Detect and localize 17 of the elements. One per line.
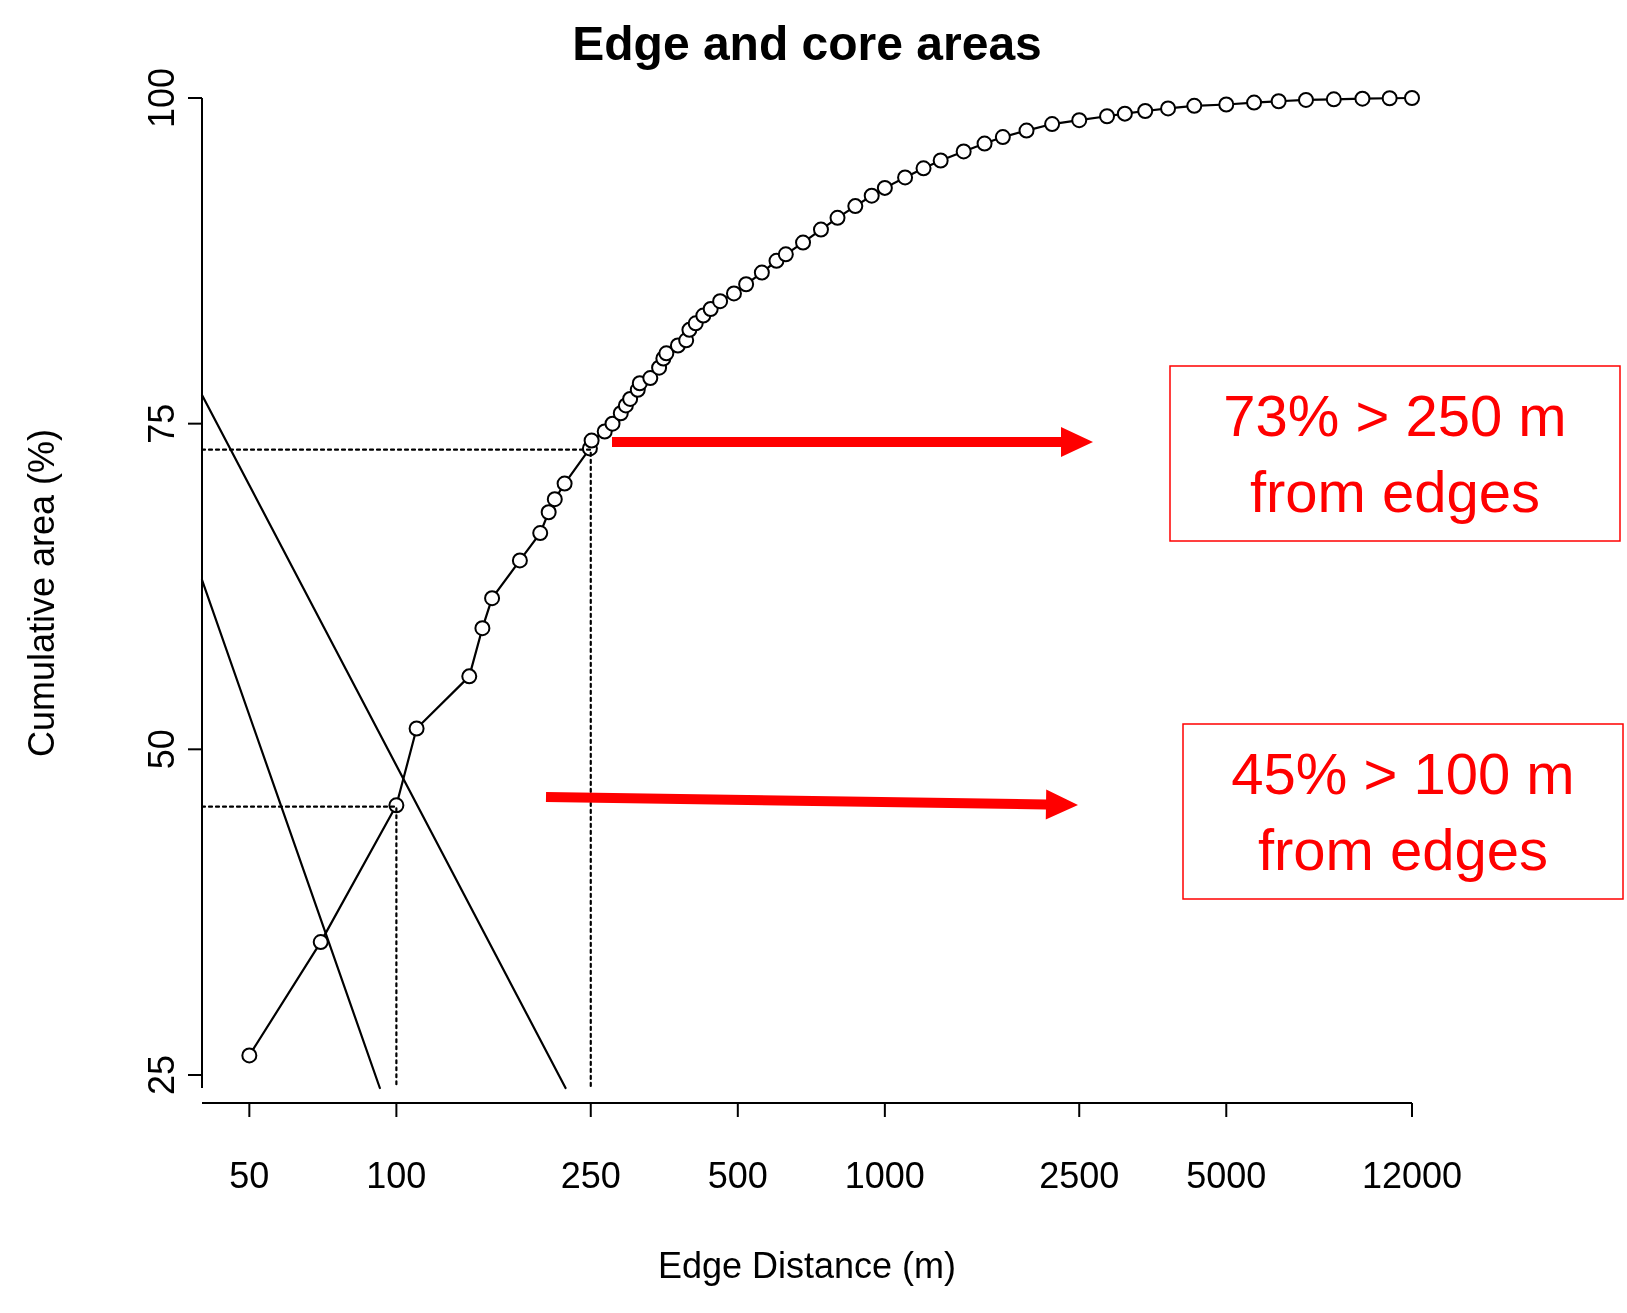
x-tick-label: 12000 [1361,1155,1463,1196]
x-tick-label: 250 [560,1155,621,1196]
annotation: 45% > 100 m from edges [1231,741,1575,882]
x-tick-label: 2500 [1039,1155,1120,1196]
x-tick-label: 50 [229,1155,270,1196]
y-tick-label: 50 [141,729,182,770]
annotation: 73% > 250 m from edges [1223,383,1567,524]
x-tick-label: 500 [707,1155,768,1196]
x-tick-label: 1000 [844,1155,925,1196]
x-tick-label: 100 [366,1155,427,1196]
y-tick-label: 75 [141,403,182,444]
x-tick-label: 5000 [1186,1155,1267,1196]
x-axis-title: Edge Distance (m) [657,1245,957,1286]
y-tick-label: 100 [141,67,182,129]
y-tick-label: 25 [141,1054,182,1095]
y-axis-title: Cumulative area (%) [21,428,62,758]
chart-title: Edge and core areas [572,17,1042,70]
